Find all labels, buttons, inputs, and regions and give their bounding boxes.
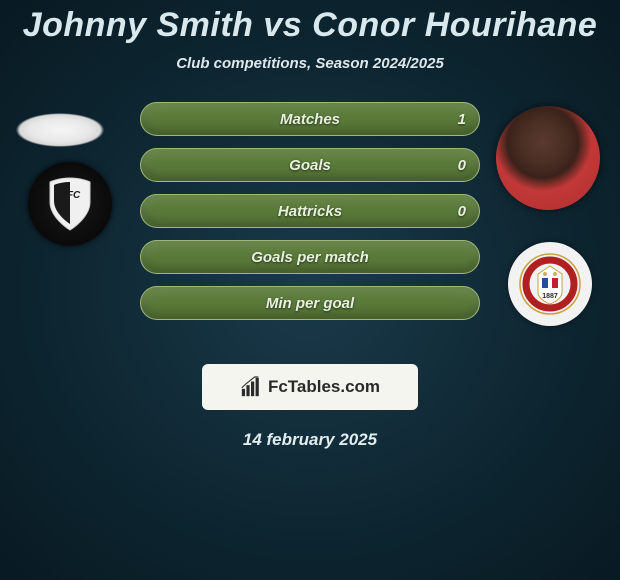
- stat-label: Goals per match: [140, 240, 480, 274]
- stat-value-right: 0: [458, 148, 466, 182]
- club-badge-right: 1887: [508, 242, 592, 326]
- stat-label: Hattricks: [140, 194, 480, 228]
- stat-row: Matches 1: [140, 102, 480, 136]
- footer-date: 14 february 2025: [0, 430, 620, 450]
- player-left-avatar: [8, 110, 112, 150]
- club-year: 1887: [542, 293, 558, 300]
- stat-label: Min per goal: [140, 286, 480, 320]
- stat-value-right: 0: [458, 194, 466, 228]
- svg-text:AFC: AFC: [59, 190, 81, 201]
- stat-value-right: 1: [458, 102, 466, 136]
- stat-row: Goals 0: [140, 148, 480, 182]
- stat-bars: Matches 1 Goals 0 Hattricks 0 Goals per …: [140, 102, 480, 332]
- club-crest-icon: 1887: [518, 252, 582, 316]
- branding-box[interactable]: FcTables.com: [202, 364, 418, 410]
- stat-label: Matches: [140, 102, 480, 136]
- page-title: Johnny Smith vs Conor Hourihane: [0, 0, 620, 45]
- club-badge-left: AFC: [28, 162, 112, 246]
- shield-icon: AFC: [40, 174, 100, 234]
- comparison-content: AFC 1887 Matches 1 Goals 0: [0, 102, 620, 342]
- bar-chart-icon: [240, 376, 262, 398]
- branding-text: FcTables.com: [268, 377, 380, 397]
- player-right-avatar: [496, 106, 600, 210]
- stat-row: Min per goal: [140, 286, 480, 320]
- stat-row: Hattricks 0: [140, 194, 480, 228]
- stat-label: Goals: [140, 148, 480, 182]
- page-subtitle: Club competitions, Season 2024/2025: [0, 55, 620, 72]
- stat-row: Goals per match: [140, 240, 480, 274]
